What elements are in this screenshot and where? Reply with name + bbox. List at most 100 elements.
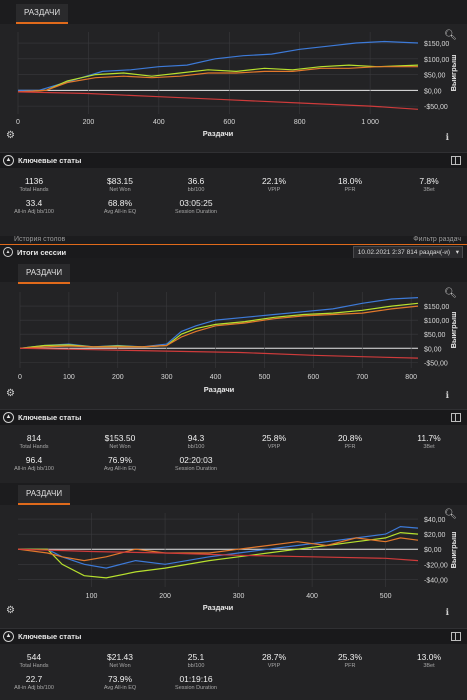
stat-value: 36.6 <box>187 176 205 186</box>
chart-1-svg: $150,00 $100,00 $50,00 $0,00 -$50,00 0 200 400 6… <box>16 32 458 138</box>
stat-label: PFR <box>344 187 356 193</box>
stat-value: 7.8% <box>419 176 439 186</box>
y-tick-label: $150,00 <box>424 41 449 48</box>
stat-value: 25.8% <box>261 433 287 443</box>
x-tick-label: 300 <box>161 374 173 381</box>
x-tick-label: 400 <box>306 593 318 600</box>
series-line-orange <box>17 66 418 93</box>
series-line-green <box>17 64 419 93</box>
y-tick-label: $0,00 <box>424 88 442 95</box>
stats-header-3[interactable]: ▲ Ключевые статы <box>0 628 467 644</box>
gear-icon[interactable]: ⚙ <box>6 388 15 399</box>
y-tick-label: $50,00 <box>424 332 446 339</box>
y-axis-label: Выигрыш <box>449 55 458 92</box>
info-icon[interactable]: ℹ <box>445 390 449 400</box>
stat-pfr: 25.3% PFR <box>318 652 382 669</box>
y-tick-label: -$50,00 <box>424 104 448 111</box>
stat-value: 814 <box>26 433 42 443</box>
stat-all-in-adj-bb-100: 96.4 All-in Adj bb/100 <box>2 455 66 472</box>
gear-icon[interactable]: ⚙ <box>6 130 15 141</box>
y-tick-label: $50,00 <box>424 73 446 80</box>
stat-label: bb/100 <box>187 663 205 669</box>
stat-value: 01:19:16 <box>179 674 213 684</box>
stat-label: PFR <box>344 663 356 669</box>
zoom-icon[interactable]: 🔍︎ <box>444 509 457 520</box>
stat-label: bb/100 <box>187 187 205 193</box>
tab-hands-1[interactable]: РАЗДАЧИ <box>16 4 69 24</box>
chevron-up-icon[interactable]: ▲ <box>3 155 14 166</box>
chevron-up-icon[interactable]: ▲ <box>3 247 13 257</box>
stat-value: 96.4 <box>25 455 43 465</box>
history-bar[interactable]: История столов Фильтр раздач <box>0 236 467 244</box>
stat-value: 02:20:03 <box>179 455 213 465</box>
series-line-orange <box>17 537 419 562</box>
x-tick-label: 300 <box>233 593 245 600</box>
x-tick-label: 200 <box>159 593 171 600</box>
series-line-red <box>17 548 419 562</box>
stats-grid-2: 814 Total Hands $153.50 Net Won 94.3 bb/100 25… <box>0 433 467 481</box>
stat-value: 11.7% <box>417 433 441 443</box>
stats-header-2[interactable]: ▲ Ключевые статы <box>0 409 467 425</box>
tab-strip-3: РАЗДАЧИ <box>0 483 467 505</box>
stat-all-in-adj-bb-100: 33.4 All-in Adj bb/100 <box>2 198 66 215</box>
panel-toggle-icon[interactable] <box>451 413 461 422</box>
stat-label: VPIP <box>267 187 281 193</box>
stat-label: bb/100 <box>187 444 205 450</box>
stats-grid-3: 544 Total Hands $21.43 Net Won 25.1 bb/100 28.… <box>0 652 467 700</box>
chevron-up-icon[interactable]: ▲ <box>3 631 14 642</box>
x-axis-label: Раздачи <box>203 603 234 612</box>
chart-3: $40,00 $20,00 $0,00 -$20,00 -$40,00 100 200 300… <box>0 505 467 623</box>
stat-label: Avg All-in EQ <box>103 685 137 691</box>
stat-value: 33.4 <box>25 198 43 208</box>
x-axis-label: Раздачи <box>203 129 234 138</box>
session-summary-title: Итоги сессии <box>17 247 67 257</box>
stat-label: Session Duration <box>175 466 217 472</box>
chart-2: $150,00 $100,00 $50,00 $0,00 -$50,00 0 100 200 3… <box>0 282 467 406</box>
panel-toggle-icon[interactable] <box>451 156 461 165</box>
stat-value: 544 <box>26 652 42 662</box>
tab-hands-2[interactable]: РАЗДАЧИ <box>18 264 71 284</box>
stat-label: Session Duration <box>175 209 217 215</box>
x-tick-label: 100 <box>63 374 75 381</box>
x-axis-label: Раздачи <box>204 385 235 394</box>
stat-value: 22.7 <box>25 674 43 684</box>
zoom-icon[interactable]: 🔍︎ <box>444 30 457 41</box>
session-summary-bar: ▲ Итоги сессии 10.02.2021 2:37 814 разда… <box>0 244 467 259</box>
stat-bb-100: 25.1 bb/100 <box>164 652 228 669</box>
stat-net-won: $21.43 Net Won <box>88 652 152 669</box>
filter-label[interactable]: Фильтр раздач <box>413 236 461 243</box>
stat-label: VPIP <box>267 444 281 450</box>
zoom-icon[interactable]: 🔍︎ <box>444 288 457 299</box>
x-tick-label: 500 <box>380 593 392 600</box>
x-tick-label: 800 <box>405 374 417 381</box>
stat-label: Total Hands <box>19 663 49 669</box>
y-tick-label: -$40,00 <box>424 577 448 584</box>
x-tick-label: 600 <box>308 374 320 381</box>
chevron-up-icon[interactable]: ▲ <box>3 412 14 423</box>
stat-value: $153.50 <box>104 433 136 443</box>
info-icon[interactable]: ℹ <box>445 607 449 617</box>
stat-total-hands: 1136 Total Hands <box>2 176 66 193</box>
tab-strip-2: РАЗДАЧИ <box>0 258 467 284</box>
stat-net-won: $83.15 Net Won <box>88 176 152 193</box>
tab-hands-3[interactable]: РАЗДАЧИ <box>18 485 71 505</box>
y-axis-label: Выигрыш <box>449 532 458 569</box>
y-tick-label: $20,00 <box>424 532 446 539</box>
stat-label: Net Won <box>109 187 131 193</box>
stat-value: 1136 <box>24 176 44 186</box>
info-icon[interactable]: ℹ <box>445 132 449 142</box>
stat-label: VPIP <box>267 663 281 669</box>
gear-icon[interactable]: ⚙ <box>6 605 15 616</box>
stat-value: 03:05:25 <box>179 198 213 208</box>
history-label[interactable]: История столов <box>14 236 66 243</box>
series-line-blue <box>18 525 419 569</box>
x-tick-label: 0 <box>18 374 22 381</box>
chart-1: $150,00 $100,00 $50,00 $0,00 -$50,00 0 200 400 6… <box>0 24 467 150</box>
stat-bb-100: 94.3 bb/100 <box>164 433 228 450</box>
y-tick-label: $40,00 <box>424 517 446 524</box>
chart-2-svg: $150,00 $100,00 $50,00 $0,00 -$50,00 0 100 200 3… <box>18 292 458 394</box>
chart-3-svg: $40,00 $20,00 $0,00 -$20,00 -$40,00 100 200 300… <box>17 513 458 612</box>
stats-header-1[interactable]: ▲ Ключевые статы <box>0 152 467 168</box>
y-tick-label: $150,00 <box>424 304 449 311</box>
panel-toggle-icon[interactable] <box>451 632 461 641</box>
